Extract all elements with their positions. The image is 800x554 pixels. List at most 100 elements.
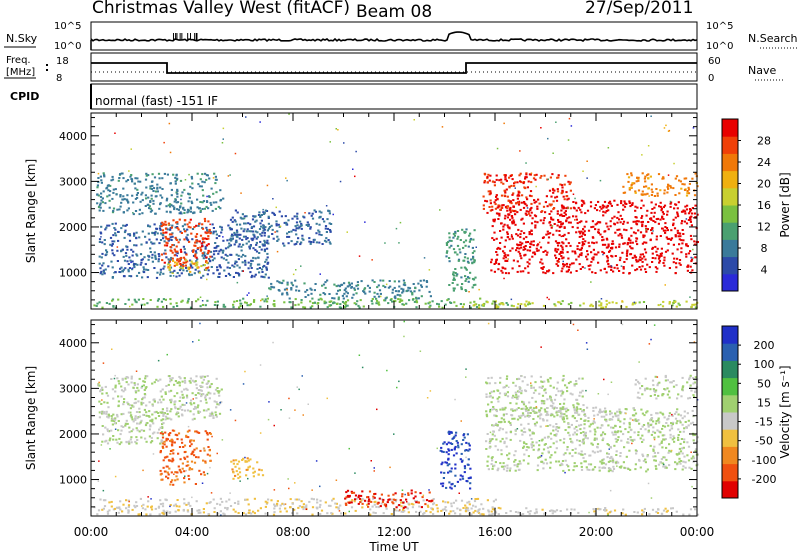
power-cell	[159, 268, 162, 271]
power-cell	[497, 305, 500, 308]
velocity-cell	[567, 409, 570, 412]
power-cell	[600, 302, 603, 305]
velocity-cell	[491, 459, 494, 462]
power-cell	[308, 212, 311, 215]
power-cell	[690, 212, 694, 215]
power-cell	[417, 297, 420, 300]
velocity-cell	[559, 409, 562, 412]
power-cell	[205, 244, 209, 247]
power-cell	[547, 137, 549, 140]
velocity-cell	[112, 435, 115, 437]
power-cell	[201, 254, 204, 257]
power-cell	[111, 178, 115, 181]
velocity-cell	[572, 433, 575, 436]
power-cell	[548, 189, 552, 192]
power-cell	[109, 190, 112, 193]
power-cell	[582, 228, 585, 231]
velocity-cell	[143, 380, 146, 383]
power-cell	[227, 261, 230, 264]
power-cell	[646, 209, 649, 212]
velocity-cell	[121, 510, 124, 513]
power-cell	[276, 230, 279, 233]
power-cell	[327, 239, 330, 241]
velocity-cell	[298, 498, 301, 501]
velocity-cell	[516, 418, 520, 421]
velocity-cell	[601, 439, 604, 442]
power-cell	[604, 305, 607, 308]
velocity-cell	[390, 513, 393, 515]
power-cell	[515, 202, 518, 204]
velocity-cell	[372, 511, 375, 514]
power-cell	[639, 256, 642, 259]
power-cell	[206, 195, 208, 198]
velocity-cell	[217, 391, 220, 394]
power-cell	[219, 266, 222, 269]
velocity-cell	[637, 434, 640, 437]
nsearch-label: N.Search	[748, 32, 798, 45]
power-cell	[199, 201, 202, 203]
power-cell	[266, 252, 269, 255]
velocity-cell	[157, 506, 160, 509]
velocity-cell	[172, 459, 175, 462]
power-cell	[500, 181, 503, 184]
power-cell	[593, 207, 596, 210]
power-cell	[563, 211, 566, 214]
power-cell	[402, 279, 405, 282]
power-cell	[290, 288, 293, 291]
power-cell	[99, 267, 102, 270]
power-cell	[154, 190, 158, 193]
power-cell	[488, 179, 491, 182]
velocity-cell	[133, 402, 136, 405]
velocity-cell	[669, 433, 672, 436]
power-cell	[304, 296, 307, 298]
velocity-cell	[393, 508, 396, 511]
freq-tick-top: 18	[56, 56, 69, 67]
power-cell	[619, 233, 622, 236]
power-cell	[659, 205, 662, 208]
velocity-cell	[460, 499, 464, 502]
power-cell	[561, 267, 564, 270]
power-cell	[448, 284, 451, 286]
power-cell	[488, 206, 491, 208]
velocity-cell	[215, 406, 218, 409]
power-cell	[210, 187, 213, 190]
power-cell	[188, 240, 191, 243]
power-cell	[456, 237, 459, 240]
power-cell	[518, 247, 521, 250]
power-cell	[176, 222, 179, 225]
power-cell	[260, 248, 263, 251]
velocity-cell	[575, 425, 578, 428]
power-cell	[131, 267, 134, 269]
velocity-cell	[139, 497, 142, 500]
velocity-cell	[602, 410, 606, 413]
power-cell	[179, 179, 183, 182]
power-cell	[238, 306, 241, 309]
velocity-cell	[157, 415, 161, 417]
velocity-cell	[493, 414, 496, 417]
power-cell	[504, 191, 507, 194]
power-cell	[668, 301, 671, 303]
power-cell	[169, 274, 172, 277]
power-cell	[555, 121, 557, 123]
velocity-cell	[331, 499, 334, 502]
velocity-cell	[474, 509, 477, 512]
power-cell	[111, 252, 114, 255]
power-cell	[689, 210, 692, 213]
power-cell	[661, 177, 664, 180]
power-cell	[294, 298, 297, 301]
velocity-cell	[157, 379, 160, 382]
power-cell	[250, 267, 253, 269]
power-cell	[136, 188, 139, 191]
power-cell	[174, 261, 177, 264]
nsky-tick-bottom: 10^0	[54, 41, 81, 52]
power-cell	[263, 239, 266, 242]
power-cell	[108, 199, 111, 202]
velocity-cell	[99, 388, 103, 391]
power-cell	[122, 268, 125, 271]
power-cell	[533, 174, 536, 177]
velocity-cell	[634, 468, 637, 471]
velocity-cell	[445, 486, 448, 489]
power-cell	[685, 244, 688, 247]
velocity-cell	[589, 454, 592, 457]
power-cell	[206, 278, 208, 281]
